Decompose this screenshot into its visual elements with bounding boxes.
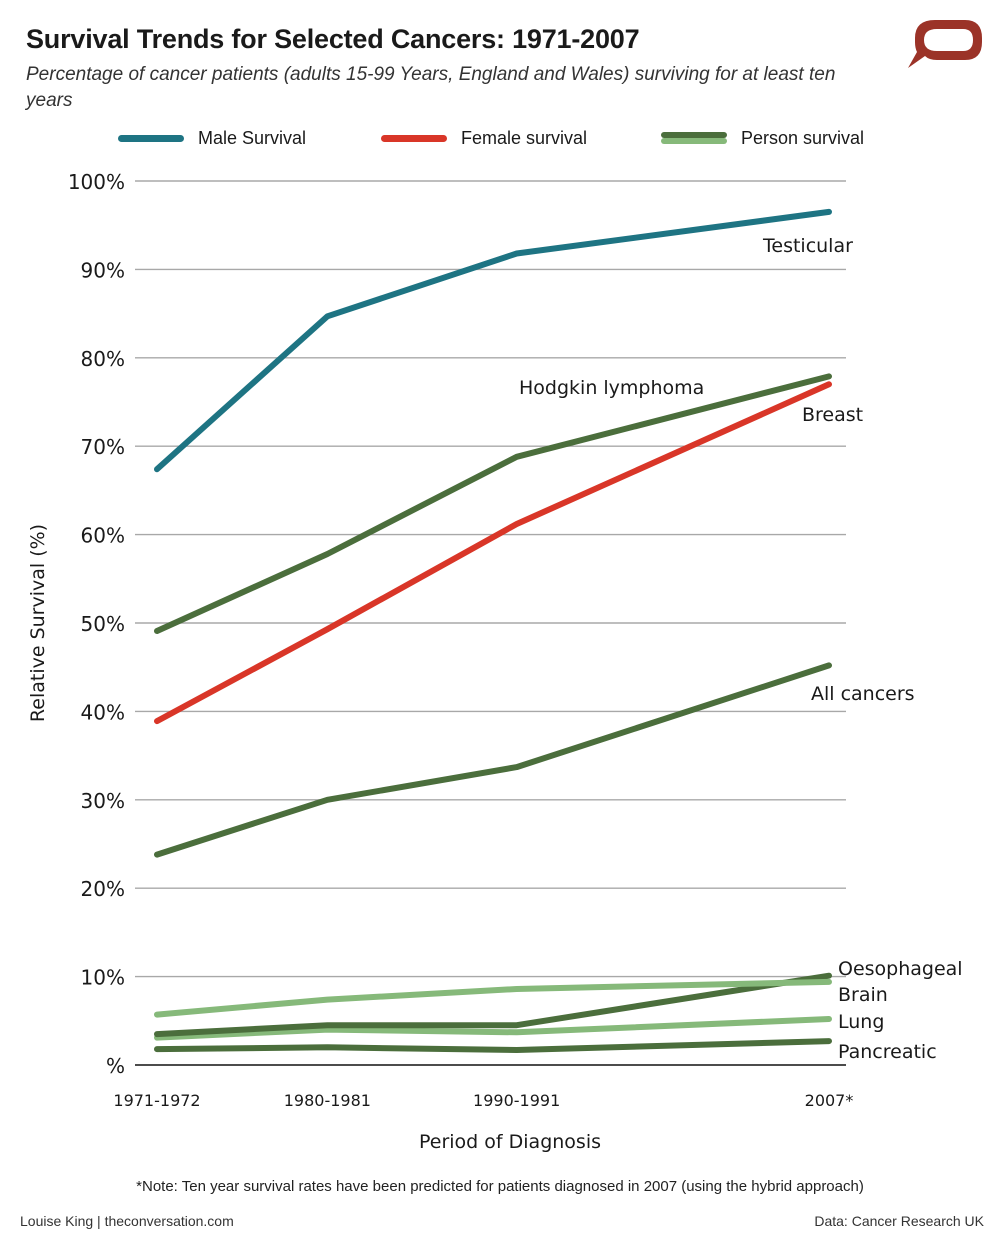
y-tick-label: 50%	[81, 612, 125, 636]
series-line-breast	[154, 381, 832, 725]
y-tick-label: 100%	[68, 170, 125, 194]
legend-label-female: Female survival	[461, 127, 588, 148]
footnote: *Note: Ten year survival rates have been…	[136, 1178, 864, 1195]
x-tick-labels: 1971-1972 1980-1981 1990-1991 2007*	[113, 1091, 853, 1110]
series-line-testicular	[154, 208, 832, 473]
series-label-all-cancers: All cancers	[811, 683, 915, 705]
y-tick-label: 10%	[81, 966, 125, 990]
y-tick-label: %	[106, 1054, 125, 1078]
gridlines	[135, 180, 846, 1066]
series-line-lung	[154, 1016, 832, 1041]
x-tick-label: 1990-1991	[473, 1091, 560, 1110]
x-tick-label: 2007*	[805, 1091, 854, 1110]
series-line-hodgkin-lymphoma	[154, 373, 832, 634]
series-lines	[154, 208, 832, 1053]
series-label-breast: Breast	[802, 404, 863, 426]
y-tick-label: 80%	[81, 347, 125, 371]
y-tick-label: 30%	[81, 789, 125, 813]
series-line-oesophageal	[154, 972, 832, 1038]
legend-item-person: Person survival	[661, 126, 864, 150]
legend-label-person: Person survival	[741, 127, 865, 148]
x-tick-label: 1980-1981	[284, 1091, 371, 1110]
legend-item-male: Male Survival	[118, 126, 306, 150]
series-line-brain	[154, 978, 832, 1018]
y-tick-label: 60%	[81, 524, 125, 548]
legend-swatch-female	[381, 134, 447, 142]
series-labels: Testicular Hodgkin lymphoma Breast All canc…	[519, 235, 963, 1063]
credit: Louise King | theconversation.com	[20, 1213, 234, 1229]
series-label-lung: Lung	[838, 1011, 884, 1033]
y-axis-title: Relative Survival (%)	[27, 524, 49, 722]
logo-shape	[908, 20, 982, 68]
chart-title: Survival Trends for Selected Cancers: 19…	[26, 24, 640, 54]
series-label-oesophageal: Oesophageal	[838, 958, 963, 980]
series-label-brain: Brain	[838, 984, 888, 1006]
y-tick-label: 20%	[81, 877, 125, 901]
legend-swatch-male	[118, 134, 184, 142]
y-tick-label: 70%	[81, 435, 125, 459]
series-line-pancreatic	[154, 1038, 832, 1053]
legend-item-female: Female survival	[381, 126, 587, 150]
chart-subtitle: Percentage of cancer patients (adults 15…	[26, 64, 836, 111]
legend-label-male: Male Survival	[198, 127, 307, 148]
speech-bubble-icon	[908, 20, 982, 68]
legend-swatch-person	[661, 132, 727, 144]
y-tick-label: 40%	[81, 700, 125, 724]
series-label-hodgkin-lymphoma: Hodgkin lymphoma	[519, 377, 704, 399]
series-label-pancreatic: Pancreatic	[838, 1041, 937, 1063]
legend: Male Survival Female survival Person sur…	[0, 126, 1000, 150]
y-tick-label: 90%	[81, 258, 125, 282]
y-tick-labels: % 10% 20% 30% 40% 50% 60% 70% 80% 90% 100%	[68, 170, 125, 1078]
series-label-testicular: Testicular	[762, 235, 853, 257]
x-axis-title: Period of Diagnosis	[419, 1131, 601, 1153]
data-source: Data: Cancer Research UK	[814, 1213, 984, 1229]
series-line-all-cancers	[154, 662, 832, 858]
x-tick-label: 1971-1972	[113, 1091, 200, 1110]
